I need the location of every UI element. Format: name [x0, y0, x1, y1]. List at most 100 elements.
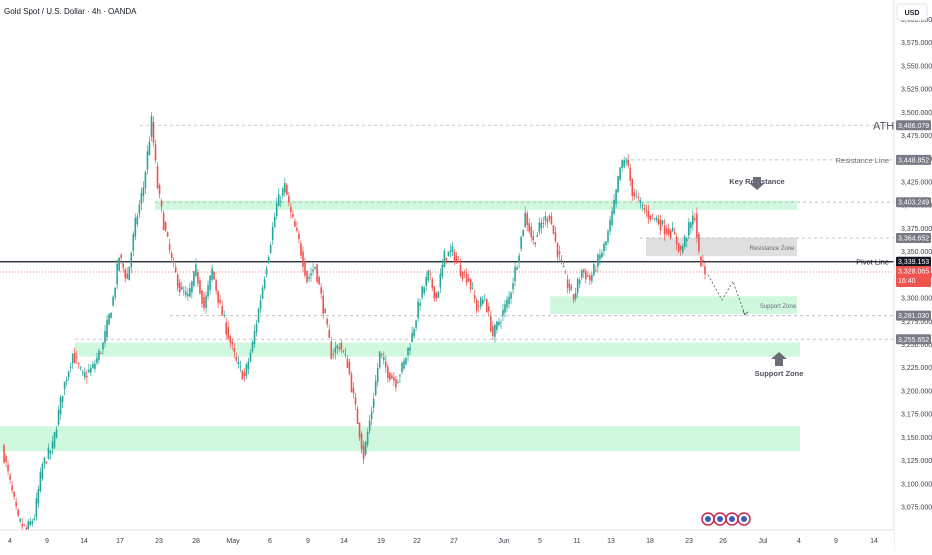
- candle-body: [17, 510, 19, 516]
- candle-body: [215, 280, 217, 291]
- candle-body: [358, 422, 361, 438]
- price-tick-label: 3,250.000: [901, 342, 932, 349]
- candle-body: [342, 350, 345, 352]
- candle-body: [433, 286, 436, 299]
- candle-body: [599, 254, 601, 260]
- currency-label: USD: [905, 10, 920, 17]
- candle-body: [296, 227, 298, 231]
- candle-body: [576, 279, 579, 293]
- candle-body: [185, 291, 187, 295]
- candle-body: [380, 353, 383, 356]
- flag-icon: [729, 516, 735, 522]
- candle-body: [73, 353, 76, 364]
- time-tick-label: 13: [607, 538, 615, 545]
- candle-body: [492, 326, 494, 336]
- candle-body: [360, 433, 363, 450]
- candle-body: [172, 260, 175, 262]
- candle-body: [690, 222, 692, 229]
- candle-body: [655, 217, 658, 220]
- candle-body: [552, 225, 555, 234]
- current-price-tag: [896, 266, 931, 288]
- candle-body: [269, 244, 272, 253]
- time-tick-label: 4: [797, 538, 801, 545]
- candle-body: [512, 283, 514, 290]
- candle-body: [627, 159, 629, 166]
- candle-body: [532, 235, 535, 241]
- candle-body: [124, 269, 127, 278]
- candle-body: [486, 299, 488, 313]
- candle-body: [288, 195, 290, 203]
- resistance-line-price-tag: [896, 154, 931, 165]
- candle-body: [37, 489, 40, 504]
- price-tick-label: 3,300.000: [901, 296, 932, 303]
- candle-body: [65, 380, 68, 382]
- candle-body: [439, 273, 442, 288]
- candle-body: [233, 347, 236, 352]
- candle-body: [168, 244, 171, 250]
- price-tick-label: 3,350.000: [901, 249, 932, 256]
- candle-body: [389, 372, 391, 381]
- candle-body: [643, 208, 646, 210]
- candle-body: [688, 222, 690, 236]
- candle-body: [195, 264, 197, 276]
- candle-body: [544, 216, 547, 221]
- candle-body: [277, 194, 280, 206]
- candle-body: [496, 321, 498, 331]
- candle-body: [540, 222, 543, 229]
- candle-body: [639, 200, 642, 204]
- candle-body: [522, 229, 524, 237]
- candle-body: [393, 377, 395, 381]
- candle-body: [534, 242, 537, 245]
- candle-body: [572, 294, 575, 301]
- candle-body: [385, 361, 387, 368]
- candle-body: [279, 201, 282, 202]
- candle-body: [320, 287, 322, 294]
- candle-body: [312, 269, 314, 272]
- candle-body: [589, 275, 591, 281]
- candle-body: [302, 251, 304, 267]
- candle-body: [160, 200, 163, 207]
- candle-body: [322, 295, 324, 314]
- candle-body: [665, 228, 668, 234]
- candle-body: [39, 472, 42, 492]
- candle-body: [140, 192, 143, 204]
- candle-body: [558, 251, 561, 255]
- candle-body: [15, 501, 17, 507]
- candle-body: [524, 212, 526, 227]
- time-tick-label: 23: [155, 538, 163, 545]
- candle-body: [419, 302, 421, 306]
- candle-body: [9, 475, 11, 480]
- candle-body: [249, 352, 252, 362]
- candle-body: [209, 275, 211, 291]
- candle-body: [82, 371, 84, 373]
- candle-body: [263, 279, 266, 289]
- currency-button[interactable]: [896, 3, 928, 21]
- flag-icon: [741, 516, 747, 522]
- candle-body: [621, 160, 623, 168]
- candle-body: [158, 185, 161, 194]
- candle-body: [663, 225, 666, 235]
- resistance-line-label: Resistance Line: [836, 156, 889, 165]
- pivot-line-price-tag-text: 3,339.153: [898, 259, 929, 266]
- candle-body: [43, 457, 46, 464]
- candle-body: [475, 299, 478, 311]
- candle-body: [136, 216, 139, 225]
- calendar-events[interactable]: [701, 512, 751, 526]
- candle-body: [178, 282, 181, 293]
- candle-body: [120, 254, 122, 259]
- candle-body: [356, 408, 359, 425]
- candle-body: [601, 252, 603, 258]
- candle-body: [306, 270, 308, 282]
- candle-body: [411, 332, 413, 342]
- candle-body: [340, 342, 343, 350]
- candle-body: [114, 288, 116, 298]
- time-axis-background: [0, 530, 894, 550]
- candle-body: [451, 245, 454, 252]
- candle-body: [564, 272, 567, 274]
- candle-body: [88, 369, 90, 372]
- price-tick-label: 3,525.000: [901, 87, 932, 94]
- candle-body: [183, 290, 185, 292]
- candle-body: [267, 256, 270, 262]
- candle-body: [641, 204, 644, 207]
